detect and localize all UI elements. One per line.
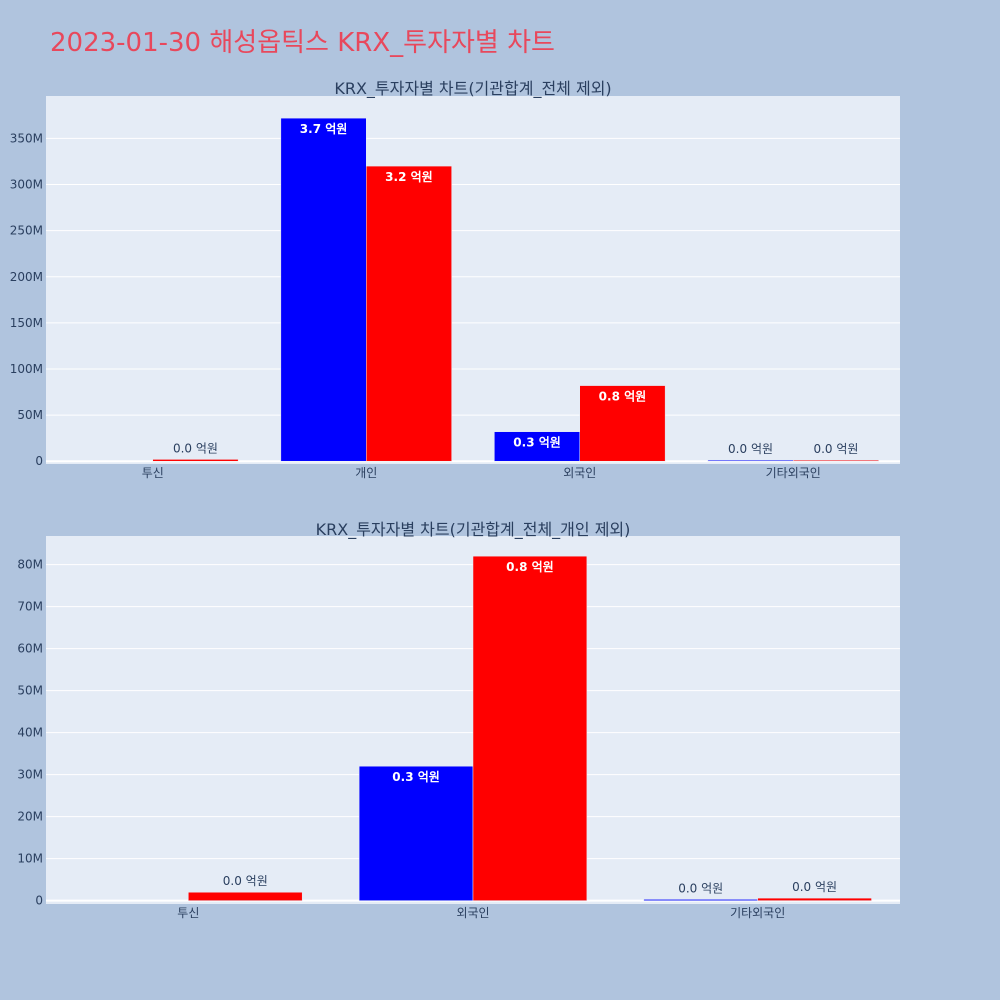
y-tick-label: 50M bbox=[17, 408, 43, 422]
data-label: 0.0 억원 bbox=[792, 880, 837, 894]
bar bbox=[188, 891, 303, 901]
chart-title: KRX_투자자별 차트(기관합계_전체_개인 제외) bbox=[316, 520, 631, 540]
x-tick-label: 기타외국인 bbox=[730, 906, 785, 920]
bar bbox=[494, 431, 581, 462]
y-tick-label: 350M bbox=[10, 131, 43, 145]
bar bbox=[280, 117, 367, 462]
x-tick-label: 개인 bbox=[355, 466, 377, 480]
y-tick-label: 300M bbox=[10, 178, 43, 192]
data-label: 3.2 억원 bbox=[385, 170, 433, 184]
bar bbox=[358, 765, 474, 901]
bar bbox=[793, 459, 879, 462]
data-label: 0.0 억원 bbox=[813, 442, 858, 456]
data-label: 3.7 억원 bbox=[300, 122, 348, 136]
bar bbox=[643, 899, 758, 901]
y-tick-label: 30M bbox=[17, 768, 43, 782]
y-tick-label: 250M bbox=[10, 224, 43, 238]
y-tick-label: 50M bbox=[17, 684, 43, 698]
bar bbox=[366, 165, 452, 462]
data-label: 0.0 억원 bbox=[223, 874, 268, 888]
y-tick-label: 40M bbox=[17, 726, 43, 740]
y-tick-label: 100M bbox=[10, 362, 43, 376]
y-tick-label: 70M bbox=[17, 600, 43, 614]
y-tick-label: 20M bbox=[17, 810, 43, 824]
data-label: 0.0 억원 bbox=[678, 881, 723, 895]
x-tick-label: 투신 bbox=[177, 906, 199, 920]
plot-area bbox=[46, 96, 900, 464]
y-tick-label: 0 bbox=[35, 894, 43, 908]
bar bbox=[707, 459, 794, 462]
y-tick-label: 80M bbox=[17, 558, 43, 572]
chart-2: 0 10M 20M 30M 40M 50M 60M 70M 80M KRX_투자자별 차트(기관합… bbox=[17, 520, 900, 920]
data-label: 0.3 억원 bbox=[513, 436, 561, 450]
x-tick-label: 외국인 bbox=[563, 466, 596, 480]
y-tick-label: 0 bbox=[35, 454, 43, 468]
bar bbox=[579, 385, 666, 462]
data-label: 0.0 억원 bbox=[728, 442, 773, 456]
x-tick-label: 기타외국인 bbox=[766, 466, 821, 480]
y-tick-label: 60M bbox=[17, 642, 43, 656]
data-label: 0.8 억원 bbox=[506, 560, 554, 574]
x-tick-label: 투신 bbox=[142, 466, 164, 480]
y-tick-label: 150M bbox=[10, 316, 43, 330]
bar bbox=[152, 459, 239, 462]
y-tick-label: 10M bbox=[17, 852, 43, 866]
bar bbox=[472, 555, 588, 901]
y-tick-label: 200M bbox=[10, 270, 43, 284]
x-tick-label: 외국인 bbox=[456, 906, 489, 920]
chart-title: KRX_투자자별 차트(기관합계_전체 제외) bbox=[334, 79, 611, 99]
data-label: 0.8 억원 bbox=[599, 390, 647, 404]
data-label: 0.3 억원 bbox=[392, 770, 440, 784]
page-title: 2023-01-30 해성옵틱스 KRX_투자자별 차트 bbox=[50, 28, 555, 58]
bar bbox=[757, 897, 872, 901]
data-label: 0.0 억원 bbox=[173, 441, 218, 455]
chart-1: 0 50M 100M 150M 200M 250M 300M 350M KRX_투자자별 차트(… bbox=[10, 79, 900, 480]
